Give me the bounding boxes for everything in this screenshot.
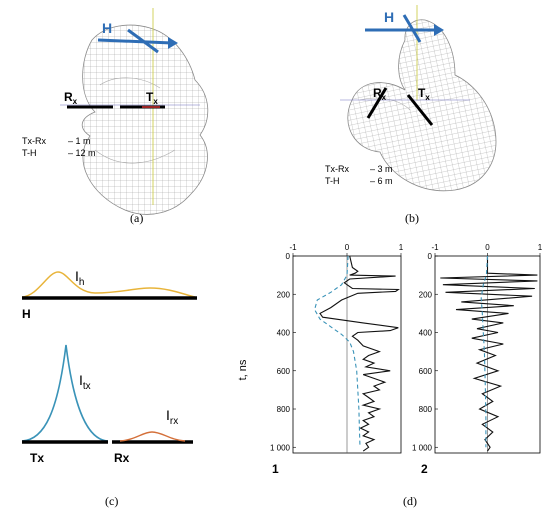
y-tick-label: 0 <box>428 252 433 261</box>
irx-curve <box>119 431 186 442</box>
x-tick-label: -1 <box>289 243 297 252</box>
y-tick-label: 0 <box>286 252 291 261</box>
itx-curve <box>21 344 109 442</box>
radiation-pattern-a <box>60 8 209 215</box>
h-arrow-b <box>365 14 444 43</box>
y-tick-label: 200 <box>419 290 433 299</box>
y-tick-label: 600 <box>277 367 291 376</box>
ih-label: Ih <box>75 268 84 288</box>
h-conductor-label: H <box>22 307 31 321</box>
y-tick-label: 800 <box>277 405 291 414</box>
x-tick-label: 1 <box>538 243 543 252</box>
param1-value-a: – 1 m <box>68 136 91 146</box>
h-arrow-a <box>97 28 178 54</box>
dashed-trace-line <box>480 255 489 448</box>
irx-label: Irx <box>166 407 178 427</box>
caption-b: (b) <box>405 211 419 225</box>
x-tick-label: 1 <box>399 243 404 252</box>
y-tick-label: 1 000 <box>412 443 433 452</box>
radiation-pattern-b <box>340 5 497 192</box>
h-label-a: H <box>102 20 112 36</box>
x-tick-label: -1 <box>431 243 439 252</box>
solid-trace-line <box>440 256 538 452</box>
rx-antenna-b <box>366 87 388 119</box>
y-tick-label: 400 <box>277 329 291 338</box>
y-tick-label: 200 <box>277 290 291 299</box>
plot1-label: 1 <box>272 462 279 476</box>
solid-trace-line <box>319 255 400 452</box>
h-label-b: H <box>384 9 394 25</box>
x-tick-label: 0 <box>485 243 490 252</box>
caption-a: (a) <box>130 211 143 225</box>
param2-value-a: – 12 m <box>68 148 96 158</box>
caption-d: (d) <box>403 494 417 508</box>
rx-conductor-label: Rx <box>114 451 130 465</box>
y-tick-label: 600 <box>419 367 433 376</box>
tx-conductor-label: Tx <box>30 451 44 465</box>
param1-value-b: – 3 m <box>370 164 393 174</box>
tx-antenna-b <box>406 94 434 126</box>
y-tick-label: 400 <box>419 329 433 338</box>
param1-name-b: Tx-Rx <box>325 164 349 174</box>
y-axis-label: t, ns <box>237 359 249 380</box>
rx-label-b: Rx <box>373 86 387 102</box>
y-tick-label: 800 <box>419 405 433 414</box>
tx-label-a: Tx <box>146 90 158 106</box>
x-tick-label: 0 <box>345 243 350 252</box>
param2-name-b: T-H <box>325 176 340 186</box>
panel-c-schematic: Ih H Itx Irx Tx Rx <box>21 268 197 465</box>
caption-c: (c) <box>105 494 118 508</box>
param2-name-a: T-H <box>22 148 37 158</box>
rx-label-a: Rx <box>64 90 78 106</box>
param2-value-b: – 6 m <box>370 176 393 186</box>
y-tick-label: 1 000 <box>270 443 291 452</box>
dashed-trace-line <box>314 255 361 448</box>
ih-curve <box>21 271 196 298</box>
tx-label-b: Tx <box>418 86 430 102</box>
itx-label: Itx <box>79 372 91 392</box>
plot2-label: 2 <box>421 462 428 476</box>
param1-name-a: Tx-Rx <box>22 136 46 146</box>
